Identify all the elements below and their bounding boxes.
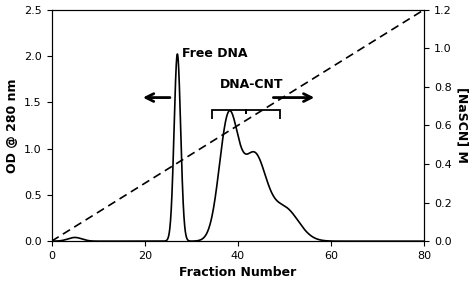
Text: DNA-CNT: DNA-CNT [220,78,283,91]
X-axis label: Fraction Number: Fraction Number [179,266,297,280]
Text: Free DNA: Free DNA [182,47,247,60]
Y-axis label: OD @ 280 nm: OD @ 280 nm [6,78,18,173]
Y-axis label: [NaSCN] M: [NaSCN] M [456,87,468,163]
